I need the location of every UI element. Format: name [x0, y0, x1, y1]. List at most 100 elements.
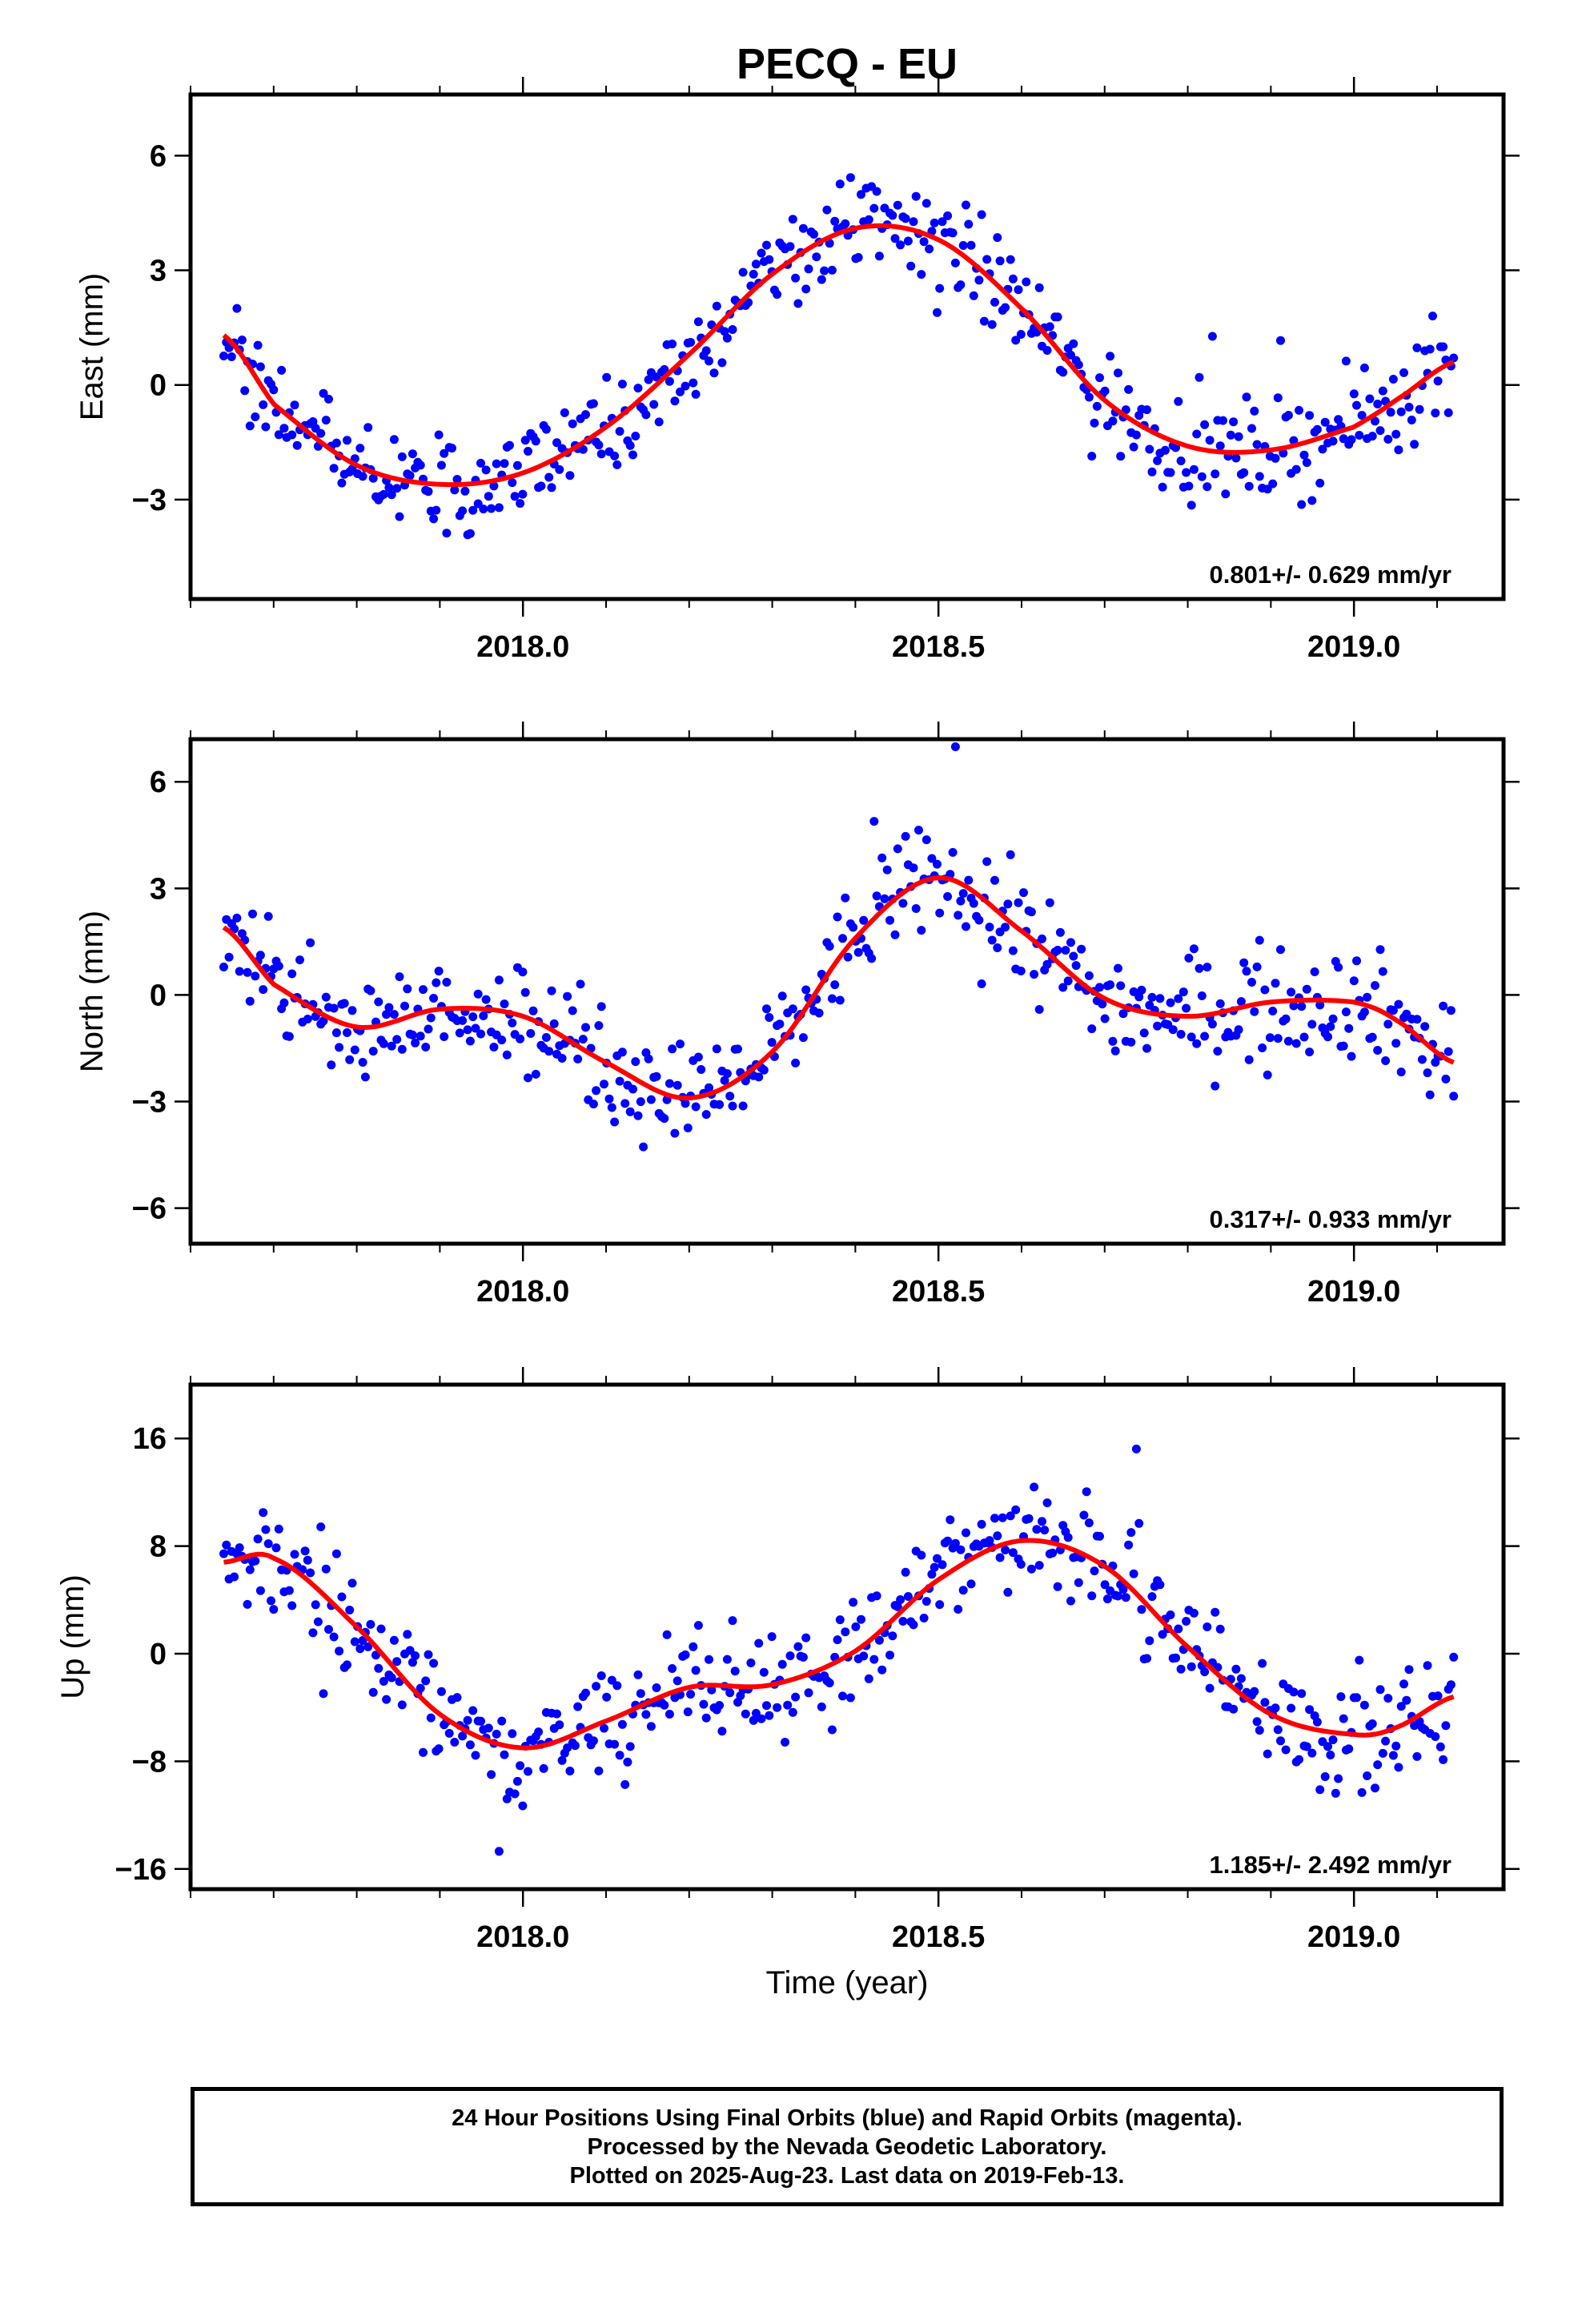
data-point	[339, 999, 349, 1008]
data-point	[788, 1707, 797, 1717]
data-point	[1276, 945, 1285, 955]
data-point	[950, 1538, 960, 1548]
data-point	[500, 459, 509, 468]
data-point	[1331, 1788, 1340, 1798]
data-point	[1066, 350, 1075, 360]
x-tick-label: 2019.0	[1307, 1275, 1400, 1309]
data-point	[251, 412, 260, 421]
data-point	[962, 1528, 970, 1538]
data-point	[691, 1102, 701, 1112]
data-point	[581, 410, 590, 420]
data-point	[1359, 363, 1369, 372]
data-point	[765, 1013, 774, 1022]
data-point	[471, 1023, 480, 1033]
data-point	[1359, 1007, 1369, 1017]
data-point	[1423, 1068, 1432, 1078]
data-point	[1186, 1032, 1196, 1042]
data-point	[676, 1039, 685, 1049]
data-point	[1045, 898, 1054, 907]
data-point	[458, 1015, 468, 1025]
data-point	[1142, 1654, 1151, 1663]
data-point	[494, 975, 504, 985]
data-point	[1378, 1748, 1387, 1758]
data-point	[578, 444, 588, 454]
data-point	[596, 1671, 606, 1680]
data-point	[670, 396, 680, 406]
data-point	[1433, 1691, 1443, 1701]
data-point	[995, 256, 1005, 266]
data-point	[337, 1592, 347, 1602]
data-point	[725, 1688, 735, 1698]
data-point	[1428, 312, 1437, 321]
data-point	[869, 817, 879, 826]
y-tick-label: −6	[132, 1192, 167, 1226]
data-point	[1367, 1032, 1377, 1042]
data-point	[235, 1543, 244, 1553]
data-point	[888, 1631, 897, 1641]
data-point	[1090, 418, 1099, 428]
data-point	[376, 1624, 386, 1634]
data-point	[1174, 1624, 1183, 1634]
data-point	[255, 1586, 265, 1595]
data-point	[869, 203, 879, 213]
data-point	[662, 1630, 672, 1639]
data-point	[329, 464, 339, 473]
data-point	[1295, 405, 1303, 415]
data-point	[1100, 1014, 1110, 1023]
data-point	[1069, 339, 1078, 348]
data-point	[1186, 1662, 1196, 1671]
data-point	[596, 449, 606, 459]
data-point	[306, 1568, 315, 1578]
data-point	[911, 191, 921, 201]
data-point	[487, 504, 496, 513]
data-point	[1042, 346, 1052, 355]
data-point	[1063, 1533, 1073, 1542]
data-point	[345, 1606, 355, 1614]
data-point	[403, 1630, 412, 1639]
data-point	[649, 400, 659, 409]
data-point	[705, 1655, 713, 1664]
data-point	[1110, 1046, 1120, 1055]
data-point	[625, 1742, 635, 1751]
data-point	[1276, 1736, 1285, 1746]
data-point	[1129, 442, 1138, 452]
data-point	[355, 1644, 365, 1654]
data-point	[817, 275, 826, 284]
data-point	[1268, 1007, 1278, 1015]
data-point	[450, 485, 460, 495]
data-point	[308, 1628, 318, 1638]
data-point	[588, 399, 598, 408]
data-point	[801, 1633, 811, 1642]
data-point	[1011, 1505, 1021, 1514]
data-point	[754, 1638, 764, 1648]
data-point	[1239, 468, 1249, 477]
data-point	[259, 985, 268, 995]
y-tick-label: 8	[150, 1530, 167, 1564]
data-point	[403, 984, 412, 994]
data-point	[455, 1028, 464, 1038]
data-point	[1326, 1022, 1335, 1031]
data-point	[625, 440, 635, 450]
data-point	[1441, 1721, 1451, 1731]
data-point	[1399, 368, 1408, 377]
data-point	[1108, 416, 1118, 426]
data-point	[1281, 1014, 1291, 1023]
data-point	[722, 333, 732, 343]
data-point	[460, 486, 470, 496]
rate-label: 0.317+/- 0.933 mm/yr	[1210, 1205, 1452, 1233]
observation-points	[219, 742, 1459, 1152]
panel-3: 2018.0 2018.5 2019.0 −16 −8 0 8 16 Up (mm) 1.185+…	[55, 1367, 1520, 2000]
data-point	[644, 1054, 653, 1063]
data-point	[673, 1080, 682, 1090]
data-point	[1328, 1014, 1338, 1023]
data-point	[1014, 898, 1023, 907]
data-point	[1449, 353, 1459, 363]
data-point	[838, 934, 847, 943]
data-point	[966, 240, 976, 250]
data-point	[958, 889, 968, 899]
data-point	[665, 1710, 674, 1719]
data-point	[502, 1794, 512, 1803]
model-curve	[223, 1538, 1455, 1751]
x-tick-label: 2018.5	[892, 1920, 985, 1954]
data-point	[481, 995, 491, 1004]
